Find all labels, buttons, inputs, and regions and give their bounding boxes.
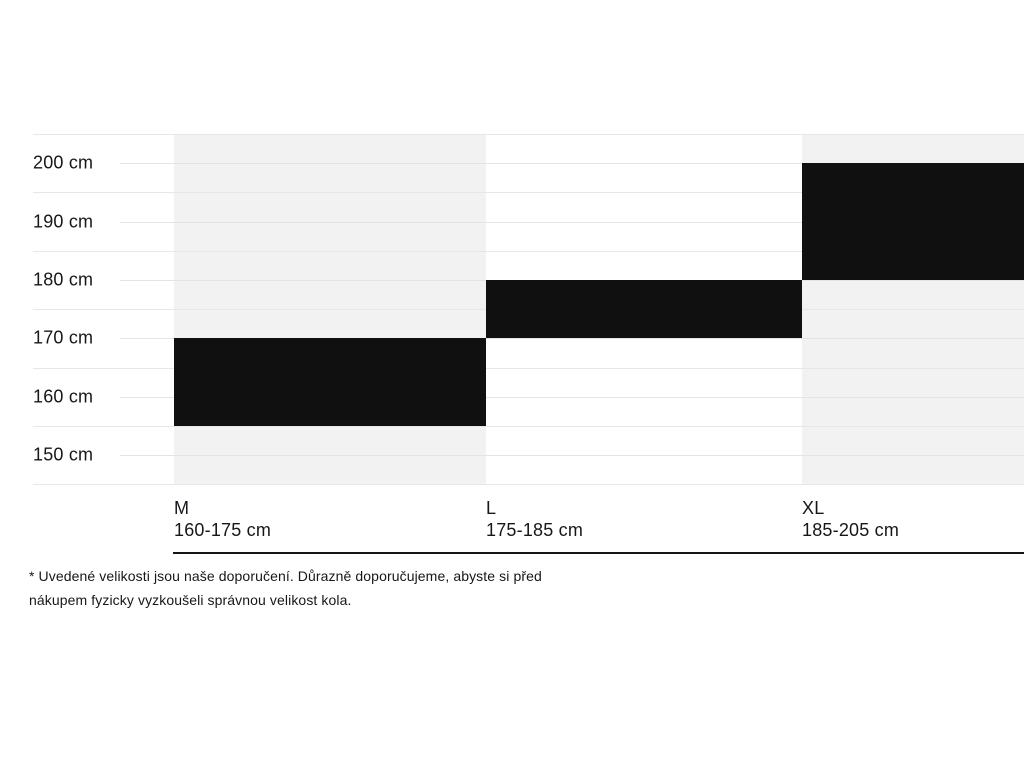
- size-label: XL: [802, 498, 825, 518]
- grid-row-line: [33, 251, 1024, 252]
- size-height-range: 175-185 cm: [486, 520, 584, 540]
- height-tick-label: 200 cm: [33, 152, 94, 173]
- legend-underline: [173, 552, 1024, 554]
- height-tick-label: 180 cm: [33, 269, 94, 290]
- size-height-range: 160-175 cm: [174, 520, 272, 540]
- size-recommendation-footnote: * Uvedené velikosti jsou naše doporučení…: [29, 568, 542, 608]
- size-legend-item-l: L 175-185 cm: [486, 497, 583, 541]
- height-tick-line: [120, 163, 1024, 164]
- height-tick-label: 150 cm: [33, 444, 94, 465]
- size-height-range: 185-205 cm: [802, 520, 900, 540]
- height-tick-label: 190 cm: [33, 211, 94, 232]
- size-bar-xl: [802, 163, 1024, 280]
- grid-row-line: [33, 134, 1024, 135]
- grid-row-line: [33, 426, 1024, 427]
- size-label: L: [486, 498, 497, 518]
- height-tick-line: [120, 455, 1024, 456]
- height-tick-label: 170 cm: [33, 327, 94, 348]
- size-legend-item-m: M 160-175 cm: [174, 497, 271, 541]
- height-tick-line: [120, 338, 1024, 339]
- height-tick-line: [120, 397, 1024, 398]
- height-tick-line: [120, 222, 1024, 223]
- grid-row-line: [33, 484, 1024, 485]
- height-tick-label: 160 cm: [33, 386, 94, 407]
- size-label: M: [174, 498, 190, 518]
- grid-row-line: [33, 368, 1024, 369]
- size-bar-m: [174, 338, 486, 426]
- size-legend: M 160-175 cm L 175-185 cm XL 185-205 cm: [0, 497, 1024, 543]
- size-bar-l: [486, 280, 802, 339]
- size-legend-item-xl: XL 185-205 cm: [802, 497, 899, 541]
- grid-row-line: [33, 192, 1024, 193]
